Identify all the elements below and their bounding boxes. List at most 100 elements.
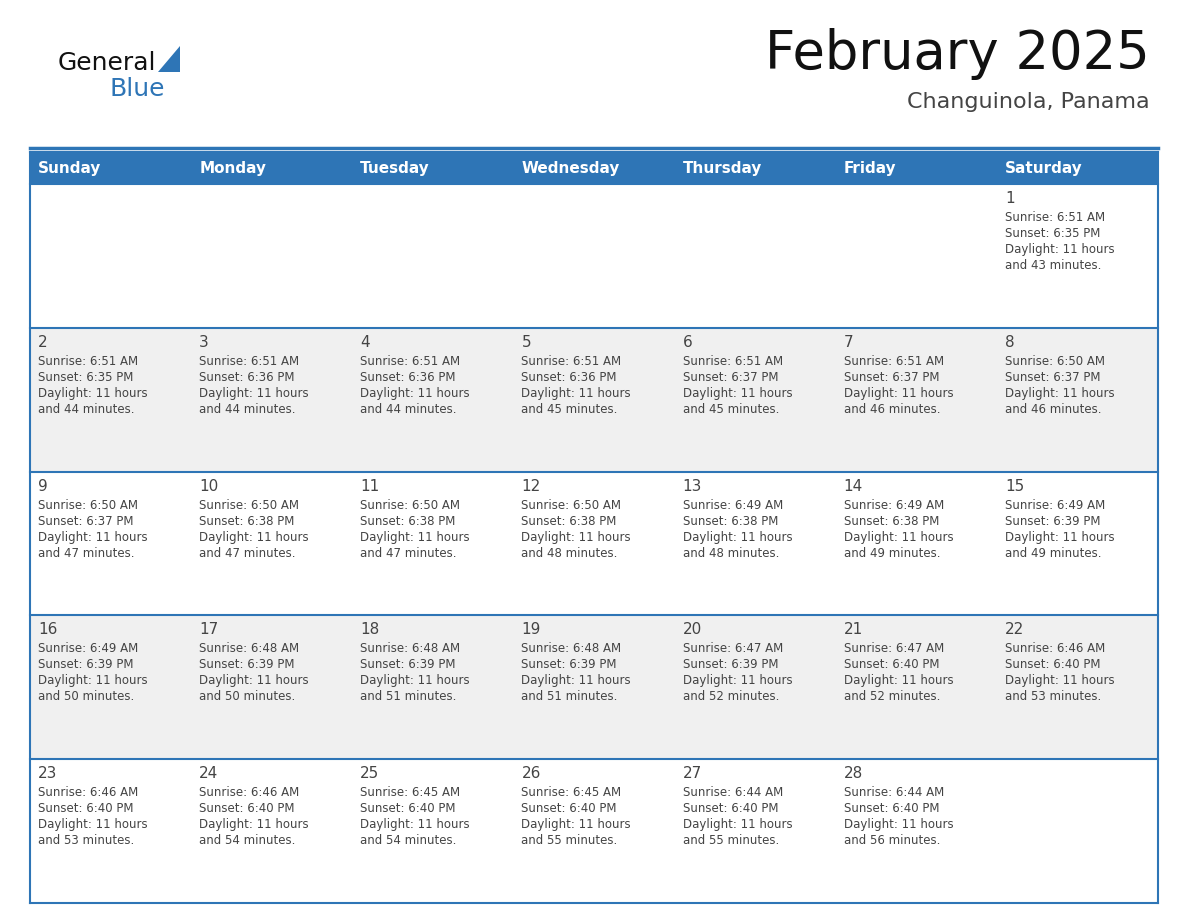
Text: 10: 10 [200, 478, 219, 494]
Text: Sunrise: 6:50 AM: Sunrise: 6:50 AM [38, 498, 138, 511]
Text: Sunrise: 6:48 AM: Sunrise: 6:48 AM [200, 643, 299, 655]
Text: and 55 minutes.: and 55 minutes. [522, 834, 618, 847]
Text: Sunset: 6:39 PM: Sunset: 6:39 PM [522, 658, 617, 671]
Text: Sunrise: 6:51 AM: Sunrise: 6:51 AM [683, 354, 783, 368]
Text: Daylight: 11 hours: Daylight: 11 hours [200, 531, 309, 543]
Text: Sunrise: 6:51 AM: Sunrise: 6:51 AM [360, 354, 461, 368]
Text: 14: 14 [843, 478, 862, 494]
Bar [30, 184, 1158, 328]
Text: Sunrise: 6:51 AM: Sunrise: 6:51 AM [522, 354, 621, 368]
Text: 13: 13 [683, 478, 702, 494]
Bar [30, 615, 1158, 759]
Text: and 48 minutes.: and 48 minutes. [522, 546, 618, 560]
Text: and 49 minutes.: and 49 minutes. [843, 546, 940, 560]
Text: Sunset: 6:37 PM: Sunset: 6:37 PM [38, 515, 133, 528]
Text: Sunset: 6:39 PM: Sunset: 6:39 PM [683, 658, 778, 671]
Text: 18: 18 [360, 622, 379, 637]
Text: 25: 25 [360, 767, 379, 781]
Text: Sunrise: 6:48 AM: Sunrise: 6:48 AM [522, 643, 621, 655]
Text: Sunset: 6:37 PM: Sunset: 6:37 PM [1005, 371, 1100, 384]
Text: 11: 11 [360, 478, 379, 494]
Text: Daylight: 11 hours: Daylight: 11 hours [683, 531, 792, 543]
Text: Daylight: 11 hours: Daylight: 11 hours [38, 675, 147, 688]
Text: Sunset: 6:40 PM: Sunset: 6:40 PM [38, 802, 133, 815]
Text: Daylight: 11 hours: Daylight: 11 hours [683, 818, 792, 831]
Text: Sunrise: 6:51 AM: Sunrise: 6:51 AM [1005, 211, 1105, 224]
Text: 21: 21 [843, 622, 862, 637]
Text: 9: 9 [38, 478, 48, 494]
Text: Sunrise: 6:51 AM: Sunrise: 6:51 AM [38, 354, 138, 368]
Text: Sunset: 6:38 PM: Sunset: 6:38 PM [522, 515, 617, 528]
Text: 26: 26 [522, 767, 541, 781]
Text: 23: 23 [38, 767, 57, 781]
Text: Daylight: 11 hours: Daylight: 11 hours [38, 818, 147, 831]
Text: 27: 27 [683, 767, 702, 781]
Text: Daylight: 11 hours: Daylight: 11 hours [38, 531, 147, 543]
Text: Sunrise: 6:46 AM: Sunrise: 6:46 AM [38, 786, 138, 800]
Text: Wednesday: Wednesday [522, 161, 620, 175]
Text: 6: 6 [683, 335, 693, 350]
Text: and 44 minutes.: and 44 minutes. [200, 403, 296, 416]
Text: and 54 minutes.: and 54 minutes. [360, 834, 456, 847]
Text: 8: 8 [1005, 335, 1015, 350]
Text: Sunrise: 6:49 AM: Sunrise: 6:49 AM [38, 643, 138, 655]
Text: Daylight: 11 hours: Daylight: 11 hours [200, 675, 309, 688]
Text: 7: 7 [843, 335, 853, 350]
Text: Sunset: 6:39 PM: Sunset: 6:39 PM [360, 658, 456, 671]
Text: Sunrise: 6:48 AM: Sunrise: 6:48 AM [360, 643, 461, 655]
Text: and 44 minutes.: and 44 minutes. [38, 403, 134, 416]
Text: Sunset: 6:39 PM: Sunset: 6:39 PM [38, 658, 133, 671]
Text: and 46 minutes.: and 46 minutes. [843, 403, 940, 416]
Text: and 54 minutes.: and 54 minutes. [200, 834, 296, 847]
Text: and 52 minutes.: and 52 minutes. [843, 690, 940, 703]
Text: Changuinola, Panama: Changuinola, Panama [908, 92, 1150, 112]
Text: 2: 2 [38, 335, 48, 350]
Text: Daylight: 11 hours: Daylight: 11 hours [200, 818, 309, 831]
Text: Sunrise: 6:47 AM: Sunrise: 6:47 AM [843, 643, 944, 655]
Text: 3: 3 [200, 335, 209, 350]
Text: Sunset: 6:36 PM: Sunset: 6:36 PM [360, 371, 456, 384]
Text: Sunset: 6:36 PM: Sunset: 6:36 PM [200, 371, 295, 384]
Text: and 48 minutes.: and 48 minutes. [683, 546, 779, 560]
Text: Daylight: 11 hours: Daylight: 11 hours [200, 386, 309, 400]
Text: Daylight: 11 hours: Daylight: 11 hours [843, 818, 953, 831]
Text: Sunday: Sunday [38, 161, 101, 175]
Text: Daylight: 11 hours: Daylight: 11 hours [360, 675, 470, 688]
Text: and 50 minutes.: and 50 minutes. [38, 690, 134, 703]
Text: Sunrise: 6:44 AM: Sunrise: 6:44 AM [843, 786, 944, 800]
Text: Thursday: Thursday [683, 161, 762, 175]
Text: Sunrise: 6:50 AM: Sunrise: 6:50 AM [1005, 354, 1105, 368]
Text: Tuesday: Tuesday [360, 161, 430, 175]
Text: Daylight: 11 hours: Daylight: 11 hours [843, 386, 953, 400]
Text: Sunset: 6:38 PM: Sunset: 6:38 PM [843, 515, 939, 528]
Text: Sunrise: 6:46 AM: Sunrise: 6:46 AM [1005, 643, 1105, 655]
Text: Sunset: 6:37 PM: Sunset: 6:37 PM [843, 371, 940, 384]
Text: and 45 minutes.: and 45 minutes. [683, 403, 779, 416]
Text: Sunrise: 6:50 AM: Sunrise: 6:50 AM [200, 498, 299, 511]
Text: Sunrise: 6:49 AM: Sunrise: 6:49 AM [1005, 498, 1105, 511]
Text: and 47 minutes.: and 47 minutes. [360, 546, 456, 560]
Text: 24: 24 [200, 767, 219, 781]
Text: and 51 minutes.: and 51 minutes. [360, 690, 456, 703]
Bar [30, 152, 1158, 184]
Text: Daylight: 11 hours: Daylight: 11 hours [360, 818, 470, 831]
Text: Sunset: 6:40 PM: Sunset: 6:40 PM [200, 802, 295, 815]
Bar [30, 328, 1158, 472]
Text: and 52 minutes.: and 52 minutes. [683, 690, 779, 703]
Text: Daylight: 11 hours: Daylight: 11 hours [1005, 386, 1114, 400]
Text: and 47 minutes.: and 47 minutes. [200, 546, 296, 560]
Text: 4: 4 [360, 335, 369, 350]
Text: Sunrise: 6:46 AM: Sunrise: 6:46 AM [200, 786, 299, 800]
Text: and 51 minutes.: and 51 minutes. [522, 690, 618, 703]
Text: Sunrise: 6:51 AM: Sunrise: 6:51 AM [843, 354, 943, 368]
Text: and 50 minutes.: and 50 minutes. [200, 690, 296, 703]
Text: Daylight: 11 hours: Daylight: 11 hours [522, 386, 631, 400]
Text: Sunset: 6:38 PM: Sunset: 6:38 PM [200, 515, 295, 528]
Text: Sunrise: 6:50 AM: Sunrise: 6:50 AM [522, 498, 621, 511]
Text: Sunset: 6:38 PM: Sunset: 6:38 PM [360, 515, 456, 528]
Text: Sunset: 6:40 PM: Sunset: 6:40 PM [683, 802, 778, 815]
Text: 15: 15 [1005, 478, 1024, 494]
Text: Sunrise: 6:47 AM: Sunrise: 6:47 AM [683, 643, 783, 655]
Text: and 56 minutes.: and 56 minutes. [843, 834, 940, 847]
Text: and 44 minutes.: and 44 minutes. [360, 403, 456, 416]
